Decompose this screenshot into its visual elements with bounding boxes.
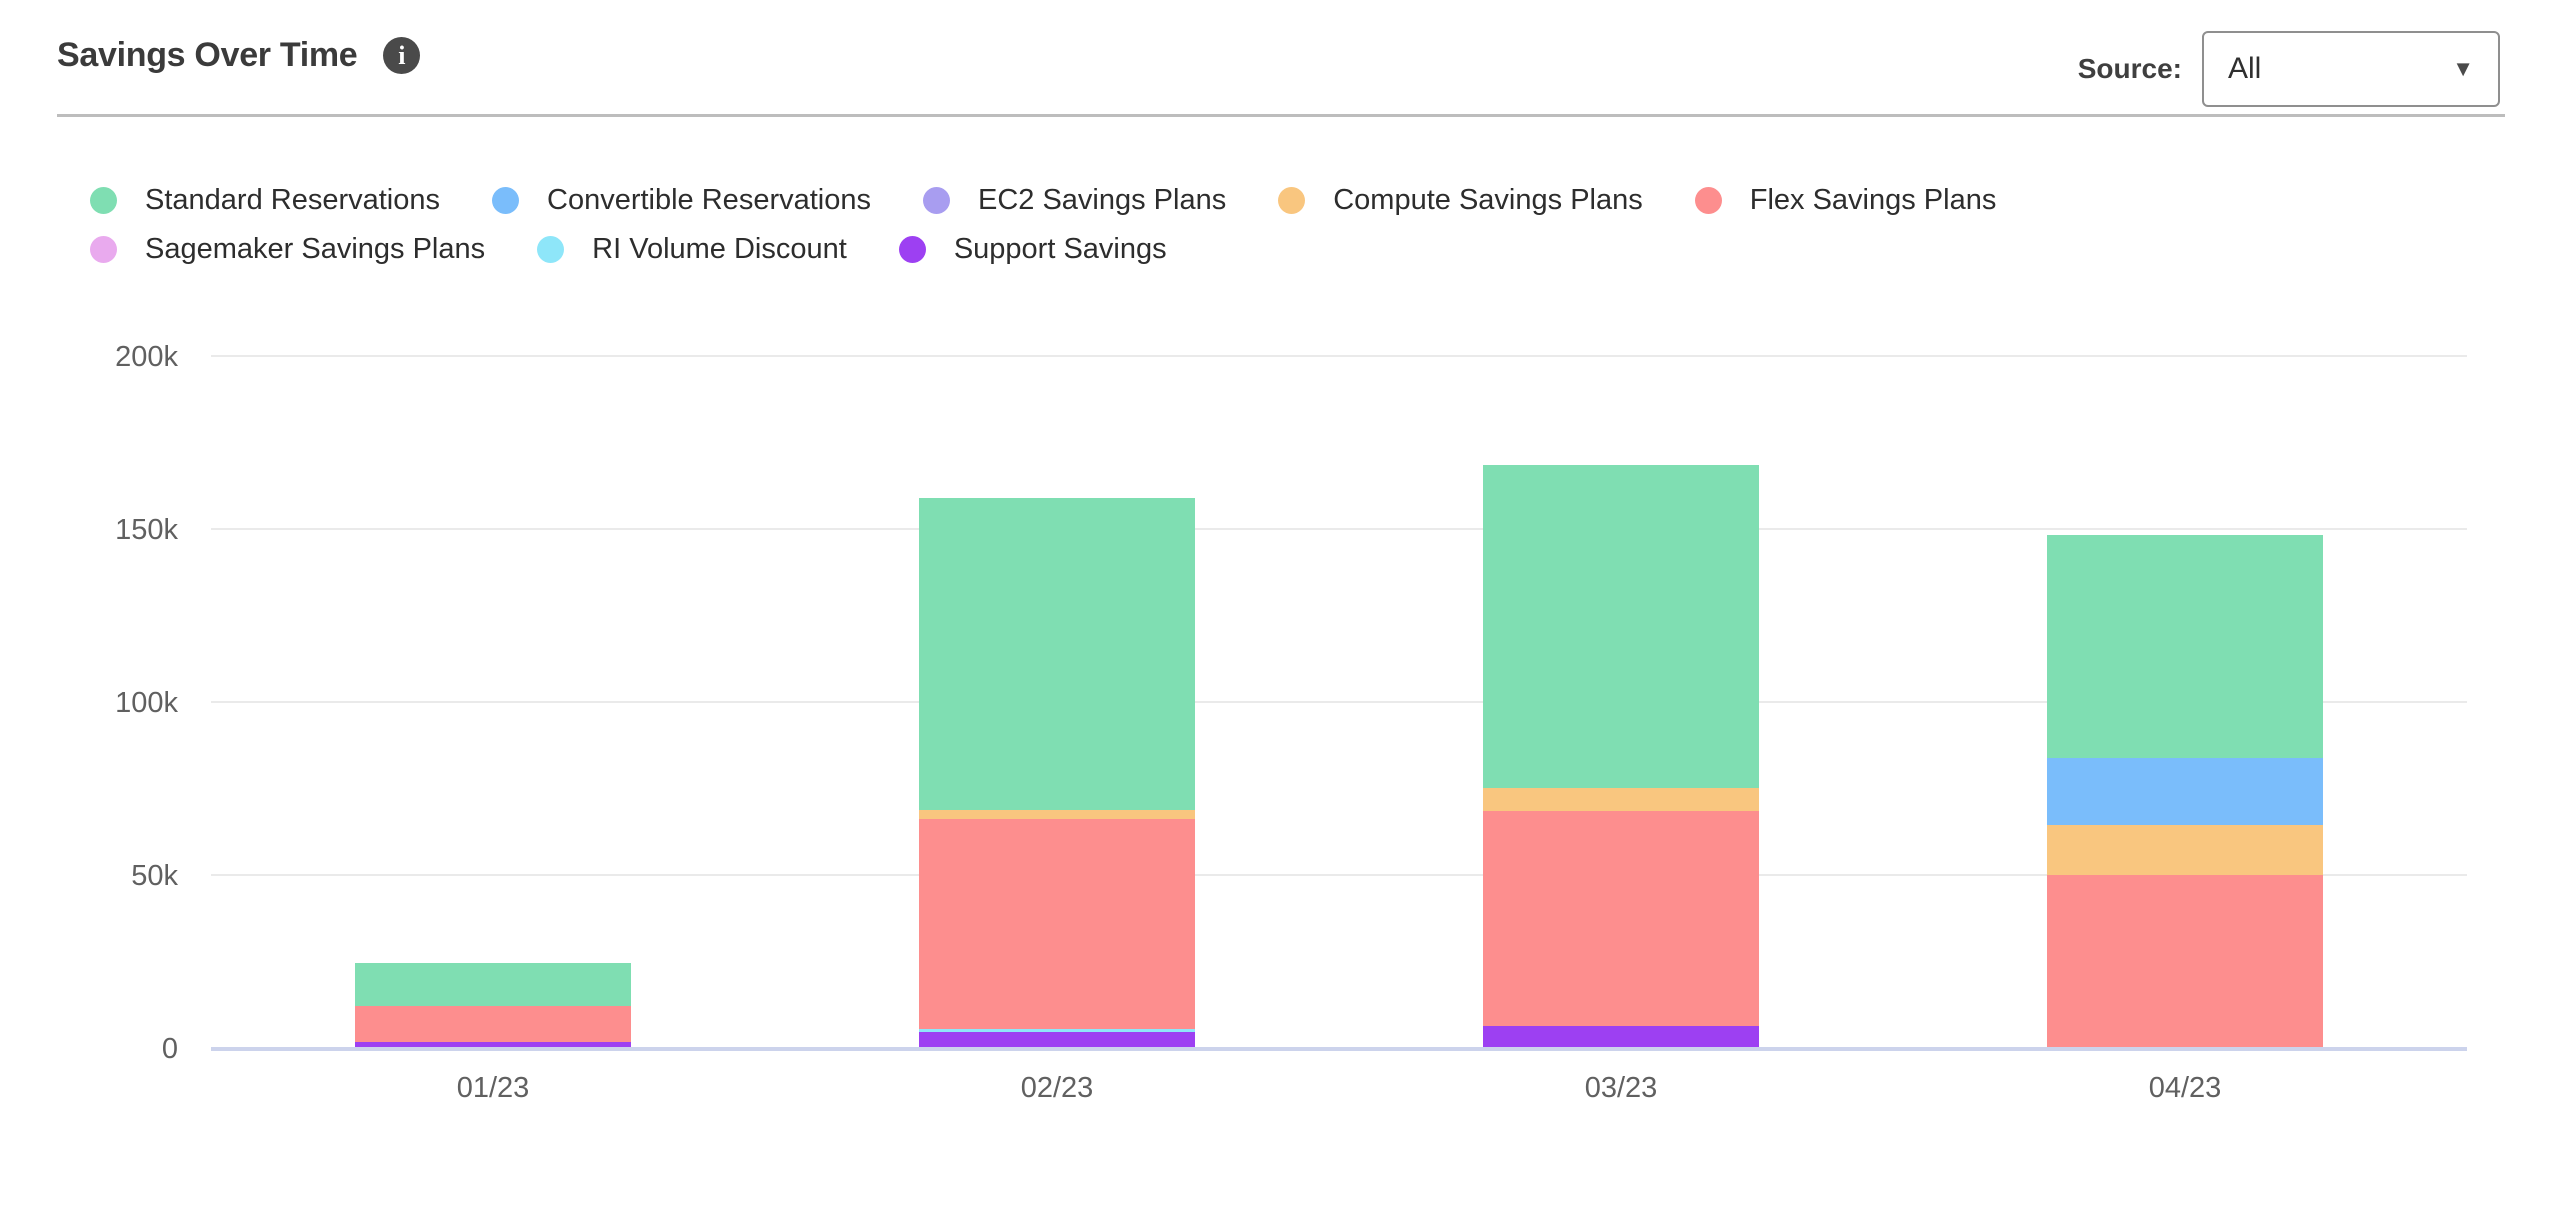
- legend-item-support-savings[interactable]: Support Savings: [898, 233, 1167, 266]
- header-divider: [57, 114, 2505, 117]
- gridline: [211, 701, 2467, 703]
- legend-label: EC2 Savings Plans: [977, 184, 1227, 216]
- x-axis-line: [211, 1047, 2467, 1051]
- legend-label: Support Savings: [953, 233, 1167, 265]
- x-tick-label: 03/23: [1584, 1072, 1658, 1104]
- bar-segment-compute-savings-plans-04-23[interactable]: [2047, 824, 2323, 875]
- bar-segment-support-savings-03-23[interactable]: [1483, 1026, 1759, 1047]
- x-tick-label: 01/23: [456, 1072, 530, 1104]
- y-tick-label: 150k: [115, 514, 178, 546]
- chevron-down-icon: ▼: [2452, 56, 2474, 81]
- bar-segment-flex-savings-plans-02-23[interactable]: [919, 818, 1195, 1030]
- legend-dot-icon: [898, 236, 926, 263]
- legend-item-convertible-reservations[interactable]: Convertible Reservations: [492, 184, 871, 217]
- bar-segment-standard-reservations-03-23[interactable]: [1483, 465, 1759, 788]
- legend-label: Standard Reservations: [145, 184, 440, 216]
- legend-dot-icon: [537, 236, 565, 263]
- legend-label: RI Volume Discount: [592, 233, 847, 265]
- bar-segment-standard-reservations-01-23[interactable]: [355, 962, 631, 1007]
- legend-dot-icon: [1278, 187, 1306, 214]
- bar-segment-ri-volume-discount-02-23[interactable]: [919, 1029, 1195, 1033]
- bar-segment-standard-reservations-04-23[interactable]: [2047, 535, 2323, 759]
- y-axis: 0 50k 100k 150k 200k: [0, 341, 178, 1065]
- y-tick-label: 0: [161, 1033, 178, 1065]
- legend-label: Convertible Reservations: [547, 184, 871, 216]
- legend-dot-icon: [492, 187, 519, 214]
- y-tick-label: 200k: [115, 341, 178, 373]
- bar-segment-compute-savings-plans-02-23[interactable]: [919, 810, 1195, 819]
- y-tick-label: 100k: [115, 687, 178, 719]
- x-tick-label: 02/23: [1020, 1072, 1094, 1104]
- bar-segment-convertible-reservations-04-23[interactable]: [2047, 758, 2323, 825]
- source-select-value: All: [2228, 52, 2262, 85]
- source-select[interactable]: All ▼: [2202, 31, 2500, 107]
- gridline: [211, 355, 2467, 357]
- legend-item-compute-savings-plans[interactable]: Compute Savings Plans: [1278, 184, 1643, 217]
- legend-dot-icon: [90, 236, 117, 263]
- legend-item-sagemaker-savings-plans[interactable]: Sagemaker Savings Plans: [90, 233, 485, 266]
- legend-dot-icon: [90, 187, 117, 214]
- header: Savings Over Time i: [57, 36, 421, 75]
- gridline: [211, 528, 2467, 530]
- bar-segment-flex-savings-plans-04-23[interactable]: [2047, 874, 2323, 1047]
- info-icon[interactable]: i: [383, 37, 421, 74]
- bar-segment-compute-savings-plans-03-23[interactable]: [1483, 787, 1759, 812]
- legend-label: Compute Savings Plans: [1333, 184, 1643, 216]
- bar-segment-flex-savings-plans-03-23[interactable]: [1483, 811, 1759, 1027]
- plot-area: [211, 355, 2467, 1051]
- legend-label: Flex Savings Plans: [1749, 184, 1997, 216]
- x-axis: 01/23 02/23 03/23 04/23: [211, 1072, 2467, 1114]
- source-control: Source: All ▼: [2078, 30, 2500, 108]
- source-label: Source:: [2077, 53, 2182, 84]
- bar-segment-support-savings-02-23[interactable]: [919, 1032, 1195, 1047]
- bar-segment-standard-reservations-02-23[interactable]: [919, 498, 1195, 811]
- legend-label: Sagemaker Savings Plans: [145, 233, 486, 265]
- bar-segment-support-savings-01-23[interactable]: [355, 1041, 631, 1047]
- x-tick-label: 04/23: [2148, 1072, 2222, 1104]
- bar-segment-flex-savings-plans-01-23[interactable]: [355, 1006, 631, 1042]
- page-title: Savings Over Time: [57, 36, 358, 74]
- chart-legend: Standard Reservations Convertible Reserva…: [90, 184, 2250, 266]
- legend-item-ec2-savings-plans[interactable]: EC2 Savings Plans: [922, 184, 1227, 217]
- legend-dot-icon: [1694, 187, 1722, 214]
- legend-item-flex-savings-plans[interactable]: Flex Savings Plans: [1694, 184, 1997, 217]
- y-tick-label: 50k: [131, 860, 178, 892]
- legend-dot-icon: [922, 187, 950, 214]
- legend-item-ri-volume-discount[interactable]: RI Volume Discount: [537, 233, 847, 266]
- legend-item-standard-reservations[interactable]: Standard Reservations: [90, 184, 440, 217]
- gridline: [211, 874, 2467, 876]
